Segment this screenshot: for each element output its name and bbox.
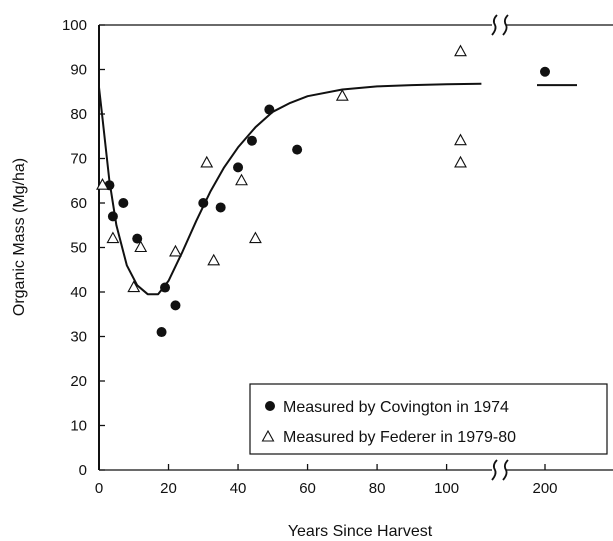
data-points [96, 44, 550, 338]
y-tick-label: 70 [70, 151, 87, 168]
covington-point [540, 66, 550, 77]
legend-marker-federer [261, 429, 275, 442]
covington-point [156, 327, 167, 338]
y-tick-label: 30 [70, 329, 87, 346]
federer-point [454, 155, 467, 168]
federer-point [235, 173, 248, 186]
covington-point [246, 135, 257, 146]
x-tick-label: 0 [95, 480, 103, 497]
federer-point [207, 253, 221, 266]
covington-point [132, 233, 143, 244]
top-break-left [491, 14, 498, 36]
federer-point [248, 231, 262, 244]
covington-point [292, 144, 303, 155]
covington-point [215, 202, 226, 213]
fitted-curve-group [98, 82, 577, 296]
federer-point [454, 133, 467, 146]
federer-point [454, 44, 467, 57]
covington-point [118, 198, 129, 208]
x-axis-break-left [491, 459, 498, 481]
x-tick-label: 80 [369, 480, 386, 497]
fitted-curve [98, 82, 482, 296]
covington-point [107, 211, 118, 222]
x-tick-label: 20 [160, 480, 177, 497]
legend-label-federer: Measured by Federer in 1979-80 [283, 429, 516, 446]
x-tick-label: 60 [299, 480, 316, 497]
federer-point [134, 240, 148, 253]
covington-point [160, 282, 171, 293]
x-axis-break-right [502, 459, 509, 481]
covington-point [198, 198, 209, 208]
y-tick-label: 50 [70, 240, 87, 257]
legend-marker-covington [265, 401, 275, 411]
federer-point [96, 178, 109, 190]
ticks: 0 10 20 30 40 50 60 70 80 90 100 0 20 40 60 80 100 200 [62, 17, 558, 497]
y-tick-label: 80 [70, 106, 87, 123]
x-tick-label: 100 [434, 480, 459, 497]
y-tick-label: 20 [70, 373, 87, 390]
federer-point [169, 244, 182, 257]
x-axis-title: Years Since Harvest [288, 523, 433, 540]
y-tick-label: 10 [70, 418, 87, 435]
y-tick-label: 90 [70, 62, 87, 79]
top-break-right [502, 14, 509, 36]
federer-point [127, 280, 141, 293]
federer-point [106, 231, 120, 244]
covington-point [170, 300, 181, 311]
legend: Measured by Covington in 1974 Measured b… [249, 383, 608, 455]
x-tick-label: 40 [230, 480, 247, 497]
y-tick-label: 100 [62, 17, 87, 34]
covington-point [233, 162, 244, 173]
covington-point [264, 104, 275, 115]
federer-point [335, 89, 349, 101]
federer-point [200, 155, 214, 168]
y-tick-label: 40 [70, 284, 87, 301]
y-axis-title: Organic Mass (Mg/ha) [11, 158, 28, 316]
y-tick-label: 60 [70, 195, 87, 212]
legend-label-covington: Measured by Covington in 1974 [283, 399, 509, 416]
y-tick-label: 0 [79, 462, 87, 479]
x-tick-label: 200 [532, 480, 557, 497]
legend-box [249, 383, 608, 455]
